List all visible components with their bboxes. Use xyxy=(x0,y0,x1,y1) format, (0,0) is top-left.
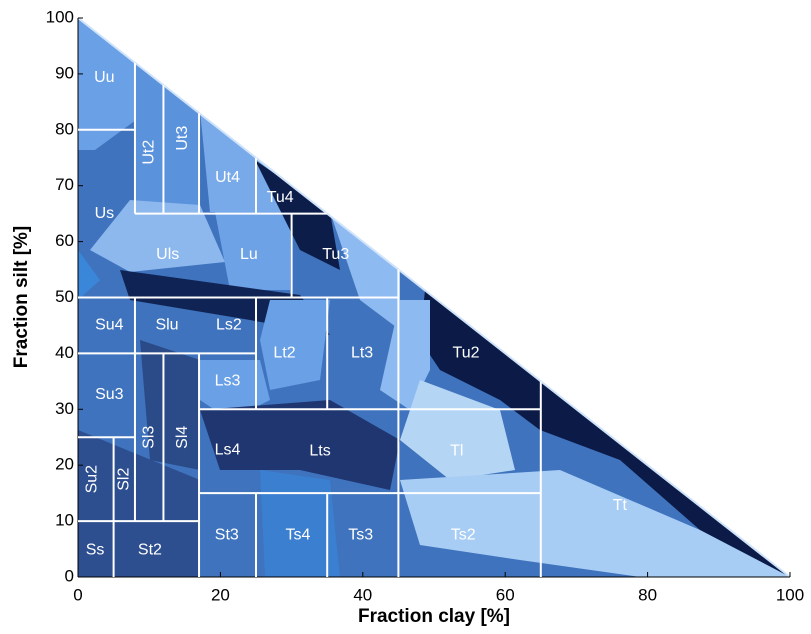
region-label: Ls2 xyxy=(216,317,242,334)
region-label: Ts3 xyxy=(348,526,373,543)
region-label: St3 xyxy=(215,526,239,543)
region-label: Sl4 xyxy=(174,426,191,449)
y-tick-label: 50 xyxy=(55,287,74,306)
y-tick-label: 20 xyxy=(55,455,74,474)
region-label: Ss xyxy=(86,541,105,558)
x-tick-label: 20 xyxy=(211,585,230,604)
y-tick-label: 80 xyxy=(55,119,74,138)
region-label: Ut3 xyxy=(174,126,191,151)
region-label: Tl xyxy=(450,442,463,459)
region-label: Tu2 xyxy=(453,345,480,362)
y-tick-label: 70 xyxy=(55,175,74,194)
region-label: Ut2 xyxy=(140,140,157,165)
region-label: Lt3 xyxy=(351,345,373,362)
region-label: Su3 xyxy=(95,386,124,403)
region-label: Lts xyxy=(309,442,330,459)
region-label: Lu xyxy=(240,246,258,263)
hypotenuse xyxy=(77,17,791,578)
region-label: Sl2 xyxy=(115,468,132,491)
y-tick-label: 60 xyxy=(55,231,74,250)
y-tick-label: 30 xyxy=(55,399,74,418)
x-axis-title: Fraction clay [%] xyxy=(358,606,510,627)
region-label: Us xyxy=(95,205,115,222)
region-label: Ts4 xyxy=(286,526,311,543)
x-tick-label: 100 xyxy=(776,585,804,604)
y-tick-label: 40 xyxy=(55,343,74,362)
region-label: St2 xyxy=(138,541,162,558)
region-label: Ts2 xyxy=(451,526,476,543)
y-tick-label: 0 xyxy=(65,566,74,585)
region-label: Lt2 xyxy=(273,345,295,362)
y-tick-label: 10 xyxy=(55,511,74,530)
region-label: Ut4 xyxy=(215,169,240,186)
x-tick-label: 0 xyxy=(73,585,82,604)
region-label: Ls3 xyxy=(215,373,241,390)
region-label: Uu xyxy=(94,69,114,86)
x-tick-label: 60 xyxy=(496,585,515,604)
y-tick-label: 90 xyxy=(55,63,74,82)
region-label: Tu3 xyxy=(322,246,349,263)
x-tick-label: 40 xyxy=(353,585,372,604)
region-label: Su2 xyxy=(83,465,100,494)
y-axis-title: Fraction silt [%] xyxy=(11,226,32,369)
region-label: Su4 xyxy=(95,317,124,334)
region-label: Uls xyxy=(156,246,179,263)
region-label: Sl3 xyxy=(140,426,157,449)
region-label: Tt xyxy=(613,497,628,514)
y-tick-label: 100 xyxy=(46,7,74,26)
x-tick-label: 80 xyxy=(638,585,657,604)
region-label: Ls4 xyxy=(215,441,241,458)
region-label: Tu4 xyxy=(267,189,294,206)
region-label: Slu xyxy=(155,317,178,334)
